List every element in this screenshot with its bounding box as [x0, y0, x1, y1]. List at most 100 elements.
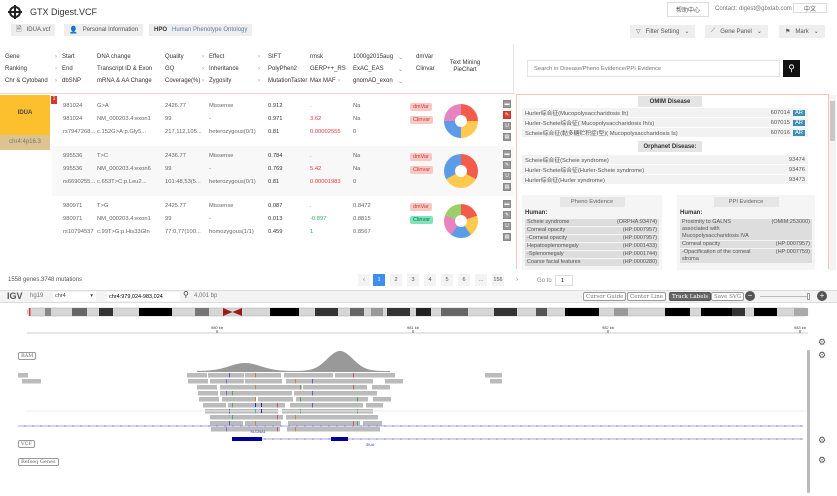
column-header[interactable]: Max MAF	[310, 78, 336, 84]
orphanet-row[interactable]: Hurler综合征(Hurler syndrome) 93473	[522, 175, 808, 184]
sort-arrow-icon[interactable]: ›	[338, 78, 340, 84]
language-button[interactable]: 中文	[793, 3, 827, 13]
page-button[interactable]: 3	[407, 274, 419, 286]
edit-icon[interactable]: ✎	[503, 111, 511, 119]
column-header[interactable]: Effect	[209, 54, 225, 60]
sort-arrow-icon[interactable]: ⌄	[398, 55, 404, 61]
locus-search-icon[interactable]: ⚲	[183, 290, 189, 299]
zoom-in-icon[interactable]: +	[817, 291, 827, 301]
column-header[interactable]: Gene	[5, 54, 20, 60]
evidence-search-input[interactable]	[527, 60, 780, 77]
gear-icon[interactable]: ⚙	[818, 337, 827, 347]
sort-arrow-icon[interactable]: ›	[258, 78, 260, 84]
note-icon[interactable]: ▤	[503, 133, 511, 141]
column-header[interactable]: Start	[62, 54, 75, 60]
pheno-evidence-row[interactable]: -Splenomegaly (HP:0001744)	[525, 251, 659, 258]
column-header[interactable]: Ranking	[5, 66, 28, 72]
igv-track-labels-button[interactable]: Track Labels	[669, 292, 712, 301]
column-header[interactable]: SIFT	[268, 54, 281, 60]
u-icon[interactable]: U	[503, 222, 511, 230]
column-header[interactable]: Chr & Cytoband	[5, 78, 48, 84]
comment-icon[interactable]: ▬	[503, 150, 511, 158]
help-center-button[interactable]: 帮助中心	[667, 2, 709, 17]
column-header[interactable]: gnomAD_exon	[353, 78, 393, 84]
prev-page-button[interactable]: ‹	[358, 274, 370, 286]
omim-row[interactable]: Scheie综合征(黏多糖贮积症I型)( Mucopolysaccharidos…	[522, 128, 808, 137]
column-header[interactable]: PolyPhen2	[268, 66, 298, 72]
column-header[interactable]: DNA change	[97, 54, 131, 60]
column-header[interactable]: MutationTaster	[268, 78, 308, 84]
pheno-evidence-row[interactable]: Coarse facial features (HP:0000280)	[525, 259, 659, 266]
page-button[interactable]: 4	[424, 274, 436, 286]
sort-arrow-icon[interactable]: ›	[202, 78, 204, 84]
dmvar-badge[interactable]: dmVar	[410, 153, 432, 161]
dmvar-badge[interactable]: dmVar	[410, 203, 432, 211]
pheno-evidence-row[interactable]: -Corneal opacity (HP:0007957)	[525, 235, 659, 242]
page-button[interactable]: 156	[492, 274, 504, 286]
locus-input[interactable]	[107, 292, 180, 301]
tab-hpo[interactable]: HPO Human Phenotype Ontology	[149, 24, 253, 36]
u-icon[interactable]: U	[503, 122, 511, 130]
chromosome-select[interactable]: chr4 ▾	[53, 292, 96, 301]
text-mining-pie-chart[interactable]	[444, 154, 478, 188]
comment-icon[interactable]: ▬	[503, 200, 511, 208]
sort-arrow-icon[interactable]: ›	[258, 54, 260, 60]
column-header[interactable]: Quality	[165, 54, 184, 60]
gene-card[interactable]	[0, 95, 50, 135]
sort-arrow-icon[interactable]: ›	[55, 66, 57, 72]
column-header[interactable]: GERP++_RS	[310, 66, 346, 72]
clinvar-badge[interactable]: Clinvar	[410, 116, 434, 124]
column-header[interactable]: mRNA & AA Change	[97, 78, 152, 84]
next-page-button[interactable]: ›	[516, 277, 518, 283]
note-icon[interactable]: ▤	[503, 233, 511, 241]
column-header[interactable]: GQ	[165, 66, 175, 72]
text-mining-pie-chart[interactable]	[444, 104, 478, 138]
pheno-evidence-row[interactable]: Corneal opacity (HP:0007957)	[525, 227, 659, 234]
page-button[interactable]: 6	[458, 274, 470, 286]
sort-arrow-icon[interactable]: ⌄	[398, 67, 404, 73]
clinvar-badge[interactable]: Clinvar	[410, 216, 434, 224]
sort-arrow-icon[interactable]: ›	[258, 66, 260, 72]
igv-cursor-guide-button[interactable]: Cursor Guide	[583, 292, 627, 301]
column-header[interactable]: Transcript ID & Exon	[97, 66, 153, 72]
tab-file[interactable]: 🗎 IDUA.vcf	[11, 24, 56, 36]
filter-setting-button[interactable]: ▽ Filter Setting ⌄	[630, 25, 696, 38]
sort-arrow-icon[interactable]: ›	[55, 54, 57, 60]
zoom-slider[interactable]	[760, 293, 810, 300]
omim-row[interactable]: Hurler综合征(Mucopolysaccharidosis Ih) 60701…	[522, 108, 808, 117]
u-icon[interactable]: U	[503, 172, 511, 180]
sort-arrow-icon[interactable]: ⌄	[398, 79, 404, 85]
column-header[interactable]: Clinvar	[416, 66, 435, 72]
pheno-evidence-row[interactable]: Hepatosplenomegaly (HP:0001433)	[525, 243, 659, 250]
pheno-evidence-row[interactable]: Scheie syndrome (ORPHA:93474)	[525, 219, 659, 226]
ppi-evidence-row[interactable]: Corneal opacity (HP:0007957)	[680, 241, 812, 248]
column-header[interactable]: Zygosity	[209, 78, 232, 84]
evidence-scrollbar[interactable]	[829, 95, 836, 270]
sort-arrow-icon[interactable]: ›	[202, 66, 204, 72]
ppi-evidence-row[interactable]: -Opacification of the corneal stroma (HP:…	[680, 249, 812, 263]
gear-icon[interactable]: ⚙	[818, 435, 827, 445]
page-button[interactable]: 2	[390, 274, 402, 286]
orphanet-row[interactable]: Scheie综合征(Scheie syndrome) 93474	[522, 155, 808, 164]
mark-button[interactable]: ⚑ Mark ⌄	[779, 25, 825, 38]
page-button[interactable]: ...	[475, 274, 487, 286]
zoom-out-icon[interactable]: −	[745, 291, 755, 301]
page-button[interactable]: 5	[441, 274, 453, 286]
omim-row[interactable]: Hurler-Scheie综合征( Mucopolysaccharidosis …	[522, 118, 808, 127]
tab-personal-information[interactable]: 👤 Personal Information	[64, 24, 144, 36]
column-header[interactable]: dbSNP	[62, 78, 82, 84]
text-mining-pie-chart[interactable]	[444, 204, 478, 238]
sort-arrow-icon[interactable]: ›	[55, 78, 57, 84]
search-button[interactable]: ⚲	[783, 60, 800, 77]
gear-icon[interactable]: ⚙	[818, 350, 827, 360]
clinvar-badge[interactable]: Clinvar	[410, 166, 434, 174]
sort-arrow-icon[interactable]: ›	[202, 54, 204, 60]
column-header[interactable]: Coverage(%)	[165, 78, 201, 84]
comment-icon[interactable]: ▬	[503, 100, 511, 108]
column-header[interactable]: rmsk	[310, 54, 323, 60]
gear-icon[interactable]: ⚙	[818, 455, 827, 465]
note-icon[interactable]: ▤	[503, 183, 511, 191]
column-header[interactable]: Inheritance	[209, 66, 239, 72]
page-button[interactable]: 1	[373, 274, 385, 286]
track-scrollbar[interactable]	[807, 350, 810, 493]
